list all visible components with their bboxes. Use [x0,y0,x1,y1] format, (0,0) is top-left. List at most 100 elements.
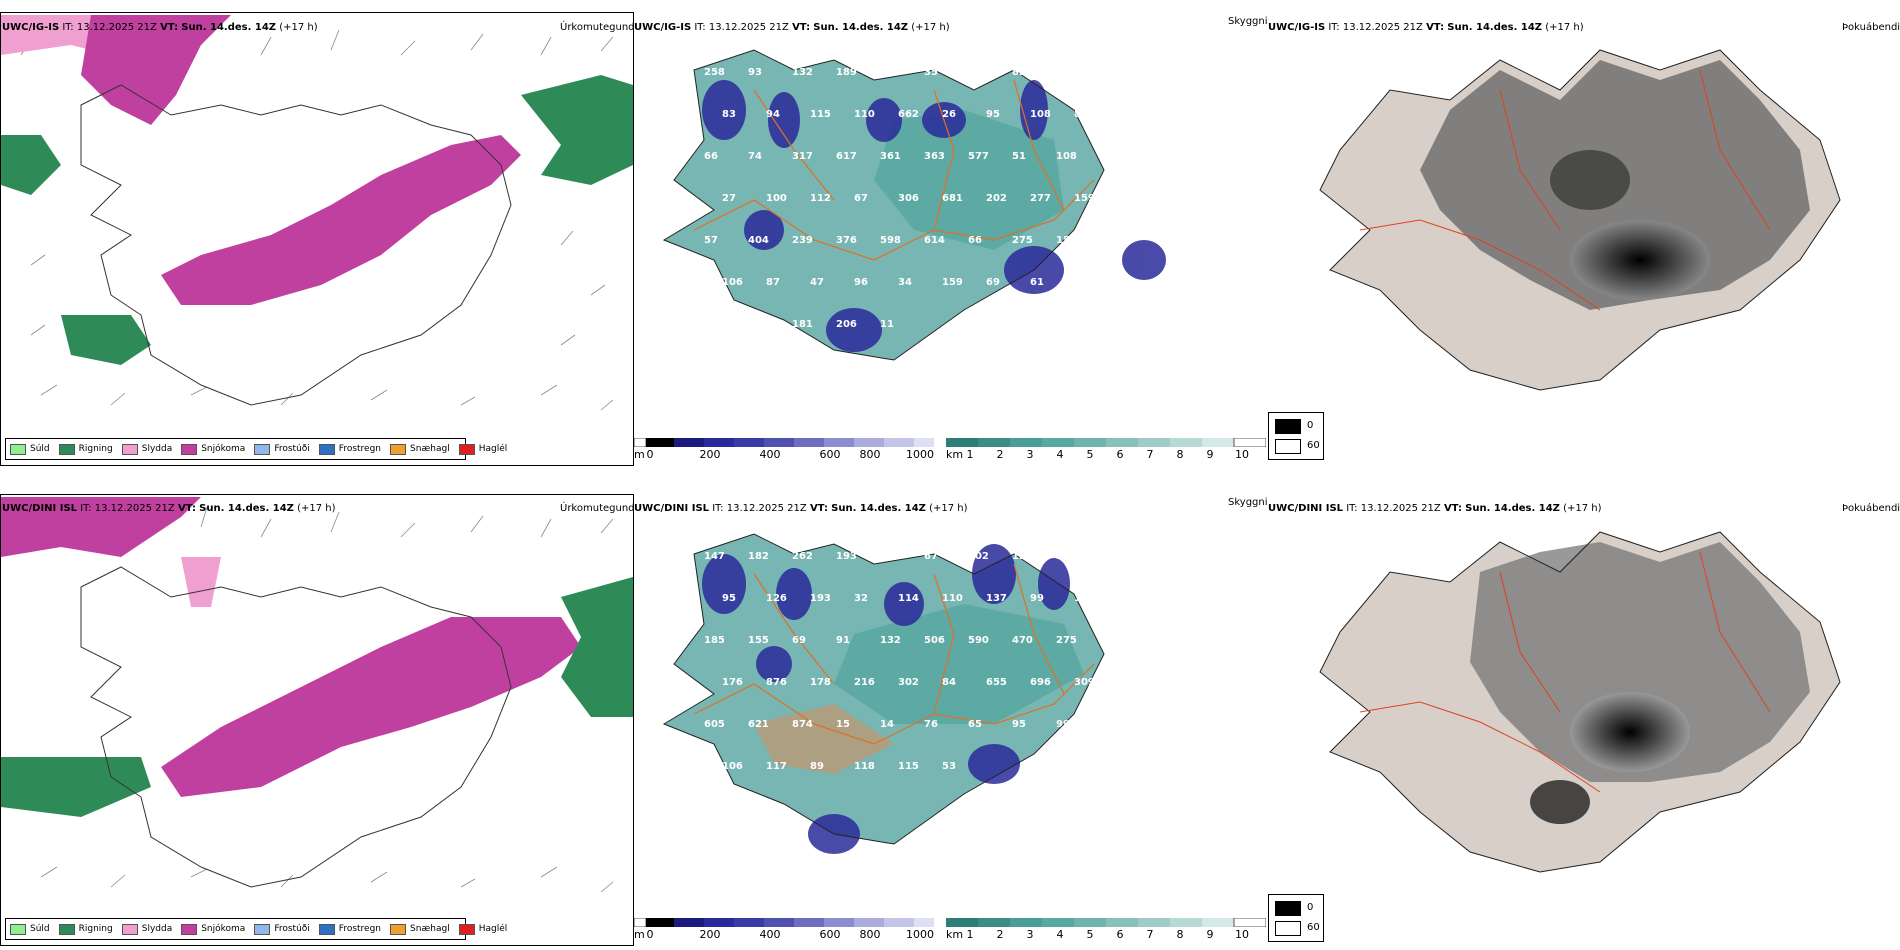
panel-title-row1-mid: UWC/IG-IS IT: 13.12.2025 21Z VT: Sun. 14… [634,22,950,33]
cloud-base-value: 302 [898,677,919,688]
cloud-base-value: 605 [704,719,725,730]
cloud-base-value: 598 [880,235,901,246]
cloud-base-value: 115 [898,761,919,772]
cloud-base-value: 95 [722,593,736,604]
cloud-base-value: 66 [968,235,982,246]
cloud-base-value: 159 [942,277,963,288]
cloud-base-value: 117 [766,761,787,772]
cloud-base-value: 159 [1074,193,1095,204]
rain-area-east [561,577,633,717]
cloud-base-value: 151 [1056,235,1077,246]
legend-item: Snæhagl [390,923,450,935]
cloud-base-value: 91 [836,635,850,646]
cloud-base-value: 120 [748,319,769,330]
cloud-base-value: 193 [836,551,857,562]
coastline [80,84,512,406]
cloud-base-value: 96 [854,277,868,288]
cloud-base-value: 34 [704,319,718,330]
cloud-base-value: 681 [942,193,963,204]
cloud-base-value: 309 [1074,677,1095,688]
cloud-base-value: 182 [748,551,769,562]
legend-item: Súld [10,443,50,455]
panel-label-visibility: Skyggni [1228,16,1268,27]
snow-area-north [81,15,231,125]
cloud-base-value: 277 [1030,193,1051,204]
cloud-base-value: 147 [704,551,725,562]
cloud-base-value: 95 [986,109,1000,120]
cloud-base-value: 106 [722,277,743,288]
cloud-base-value: 65 [968,719,982,730]
cloud-base-value: 79 [880,551,894,562]
rain-area-west [1,135,61,195]
height-unit-row1: m [634,448,645,461]
visibility-colorbar-row1 [946,438,1266,447]
precip-type-panel-row2: Súld Rigning Slydda Snjókoma Frostúði Fr… [0,494,634,946]
legend-item: Slydda [121,443,172,455]
cloud-base-value: 130 [880,67,901,78]
cloud-base-value: 206 [836,319,857,330]
cloud-base-value: 112 [810,193,831,204]
cloud-base-value: 696 [1030,677,1051,688]
height-unit-row2: m [634,928,645,941]
legend-item: Súld [10,923,50,935]
cloud-base-value: 363 [924,151,945,162]
cloud-base-value: 404 [748,235,769,246]
cloud-base-value: 14 [880,719,894,730]
legend-item: Haglél [458,443,507,455]
cloud-base-value: 87 [766,277,780,288]
precip-type-legend: Súld Rigning Slydda Snjókoma Frostúði Fr… [5,438,507,460]
cloud-base-value: 376 [836,235,857,246]
cloud-base-value: 114 [898,593,919,604]
legend-item: Slydda [121,923,172,935]
cloud-base-value: 69 [986,277,1000,288]
legend-item: Rigning [58,923,113,935]
cloud-base-value: 132 [880,635,901,646]
cloud-base-value: 202 [986,193,1007,204]
precip-type-legend: Súld Rigning Slydda Snjókoma Frostúði Fr… [5,918,507,940]
cloud-base-value: 74 [748,151,762,162]
cloud-base-value: 306 [898,193,919,204]
cloud-base-value: 126 [766,593,787,604]
rain-area-southwest [1,757,151,817]
snow-band-central [161,135,521,305]
coastline [80,566,512,888]
panel-label-precip-type: Úrkomutegund [560,22,635,33]
panel-label-fog: Þokuábendi [1842,22,1900,33]
snow-band-central [161,617,581,797]
cloud-base-value: 102 [968,551,989,562]
cloud-base-value: 655 [986,677,1007,688]
cloud-base-value: 57 [704,235,718,246]
cloud-base-value: 216 [854,677,875,688]
cloud-base-value: 99 [1056,719,1070,730]
cloud-base-value: 193 [810,593,831,604]
cloud-base-value: 118 [854,761,875,772]
cloud-base-value: 99 [1030,593,1044,604]
cloud-base-value: 115 [810,109,831,120]
cloud-base-value: 577 [968,151,989,162]
cloud-base-value: 66 [704,151,718,162]
cloud-base-value: 317 [792,151,813,162]
cloud-base-value: 89 [810,761,824,772]
cloud-base-value: 53 [942,761,956,772]
cloud-base-value: 128 [1074,593,1095,604]
visibility-map-row2: 147 182 262 193 79 67 102 124 103 95 126 193 32 114 11… [662,533,1105,854]
cloud-base-value: 185 [704,635,725,646]
precip-type-panel-row1: Súld Rigning Slydda Snjókoma Frostúði Fr… [0,12,634,466]
cloud-base-value: 100 [766,193,787,204]
visibility-unit-row1: km [946,448,964,461]
cloud-base-value: 662 [898,109,919,120]
cloud-base-value: 262 [792,551,813,562]
panel-title-row2-mid: UWC/DINI ISL IT: 13.12.2025 21Z VT: Sun.… [634,503,968,514]
cloud-base-value: 27 [722,193,736,204]
visibility-colorbar-row2 [946,918,1266,927]
legend-item: Frostúði [254,923,310,935]
cloud-base-value: 110 [942,593,963,604]
cloud-base-value: 15 [836,719,850,730]
legend-item: Snjókoma [181,443,245,455]
cloud-base-value: 258 [704,67,725,78]
cloud-base-value: 67 [1074,277,1088,288]
cloud-base-value: 97 [968,67,982,78]
cloud-base-value: 876 [766,677,787,688]
panel-title-row1-right: UWC/IG-IS IT: 13.12.2025 21Z VT: Sun. 14… [1268,22,1584,33]
legend-item: Frostregn [318,443,381,455]
